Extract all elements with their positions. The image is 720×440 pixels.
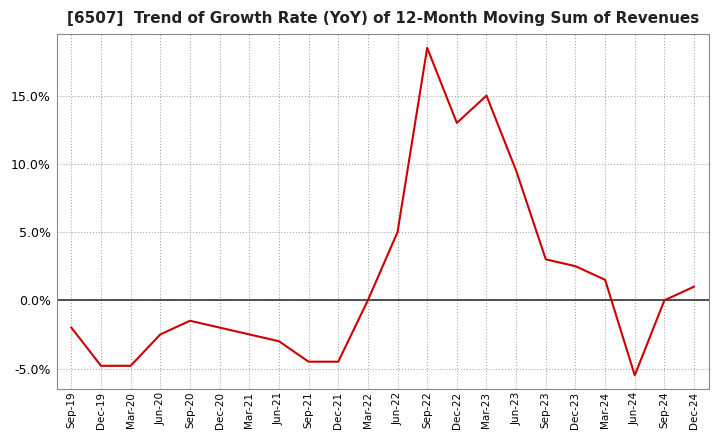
- Title: [6507]  Trend of Growth Rate (YoY) of 12-Month Moving Sum of Revenues: [6507] Trend of Growth Rate (YoY) of 12-…: [66, 11, 699, 26]
